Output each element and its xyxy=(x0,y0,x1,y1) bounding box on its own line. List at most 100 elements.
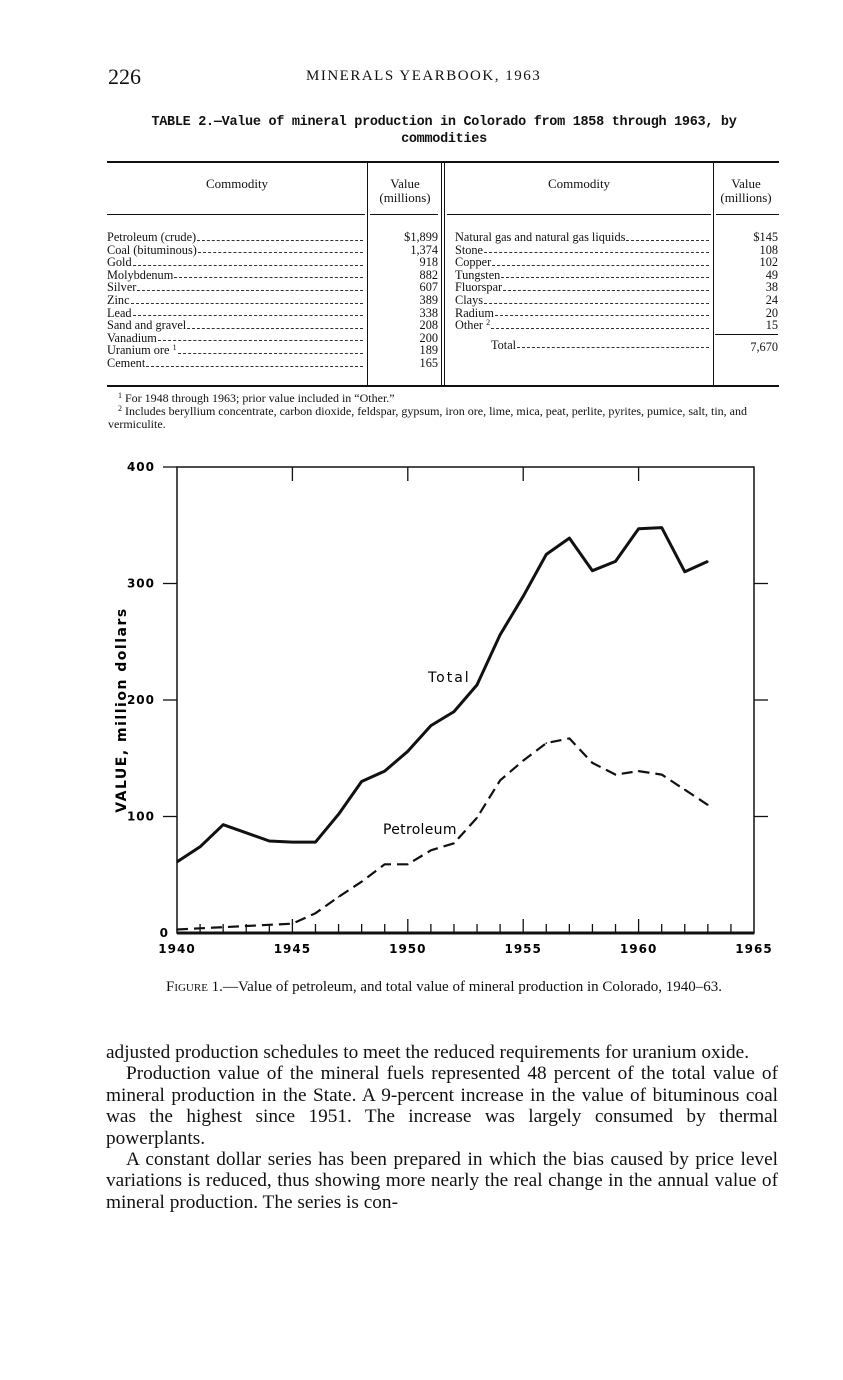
commodity-label: Zinc xyxy=(107,292,130,307)
commodity-label: Copper xyxy=(455,255,492,270)
commodity-name: Uranium ore 1 xyxy=(107,344,177,357)
commodity-label: Molybdenum xyxy=(107,267,174,282)
dot-leader xyxy=(174,269,363,279)
column-divider xyxy=(713,163,714,385)
y-axis-title: VALUE, million dollars xyxy=(114,607,130,812)
data-point-total xyxy=(245,832,248,834)
dot-leader xyxy=(146,357,363,367)
table-footnotes: 1 For 1948 through 1963; prior value inc… xyxy=(108,392,780,431)
data-point-total xyxy=(268,840,271,842)
dot-leader xyxy=(491,319,709,329)
commodity-name: Natural gas and natural gas liquids xyxy=(455,231,625,244)
data-point-petroleum xyxy=(337,896,340,898)
body-text: adjusted production schedules to meet th… xyxy=(106,1042,778,1213)
commodity-label: Tungsten xyxy=(455,267,501,282)
commodity-value: 20 xyxy=(765,305,778,320)
left-value-column: $1,899 1,374 918 882 607 389 338 208 200 189 165 xyxy=(369,231,438,370)
column-divider xyxy=(441,163,442,385)
commodity-label: Fluorspar xyxy=(455,280,503,295)
header-value-right: Value (millions) xyxy=(720,176,772,205)
total-label: Total xyxy=(491,337,517,352)
data-point-petroleum xyxy=(637,770,640,772)
data-point-total xyxy=(568,537,571,539)
data-point-total xyxy=(660,526,663,529)
series-label: Total xyxy=(427,670,471,686)
commodity-table: Commodity Value (millions) Commodity Valu… xyxy=(107,161,779,387)
commodity-value: 49 xyxy=(765,267,778,282)
commodity-label: Sand and gravel xyxy=(107,318,187,333)
commodity-value: 189 xyxy=(419,343,438,358)
series-line-petroleum xyxy=(176,737,709,931)
commodity-label: Silver xyxy=(107,280,137,295)
dot-leader xyxy=(177,344,363,354)
data-point-petroleum xyxy=(522,759,524,762)
data-point-total xyxy=(476,684,478,686)
table-row: Cement xyxy=(107,357,365,370)
running-title: MINERALS YEARBOOK, 1963 xyxy=(306,68,542,84)
table-row: Uranium ore 1 xyxy=(107,344,365,357)
commodity-name: Fluorspar xyxy=(455,281,502,294)
commodity-value: 165 xyxy=(419,355,438,370)
table-title: TABLE 2.—Value of mineral production in … xyxy=(151,115,737,147)
data-point-petroleum xyxy=(591,762,594,764)
data-point-petroleum xyxy=(383,863,386,866)
total-row: Total xyxy=(455,339,711,352)
table-row: Coal (bituminous) xyxy=(107,243,365,257)
header-value-left: Value (millions) xyxy=(379,176,431,205)
table-row: Fluorspar xyxy=(455,281,711,294)
header-commodity-right: Commodity xyxy=(547,176,611,191)
commodity-name: Silver xyxy=(107,281,136,294)
x-tick-label: 1965 xyxy=(735,942,772,956)
commodity-name: Lead xyxy=(107,306,132,320)
commodity-value: $145 xyxy=(753,230,778,244)
data-point-petroleum xyxy=(545,742,548,744)
commodity-value: 24 xyxy=(765,292,778,307)
data-point-petroleum xyxy=(199,927,201,930)
total-rule xyxy=(715,333,778,341)
commodity-name: Coal (bituminous) xyxy=(107,243,197,257)
table-row: Other 2 xyxy=(455,319,711,332)
dot-leader xyxy=(501,269,709,279)
data-point-total xyxy=(545,553,548,556)
x-tick-label: 1960 xyxy=(620,942,657,956)
footnote-mark: 1 xyxy=(172,343,177,353)
commodity-value: 108 xyxy=(759,242,778,257)
commodity-name: Radium xyxy=(455,306,494,320)
commodity-name: Vanadium xyxy=(107,331,157,345)
x-tick-label: 1955 xyxy=(504,942,541,956)
table-row: Stone xyxy=(455,243,711,257)
table-row: Vanadium xyxy=(107,331,365,345)
commodity-name: Other 2 xyxy=(455,319,490,332)
data-point-petroleum xyxy=(660,773,663,776)
data-point-total xyxy=(360,780,363,783)
header-commodity-left: Commodity xyxy=(205,176,269,191)
commodity-name: Petroleum (crude) xyxy=(107,231,196,244)
commodity-value: 15 xyxy=(765,318,778,333)
table-row: Tungsten xyxy=(455,267,711,282)
table-row: Natural gas and natural gas liquids xyxy=(455,231,711,244)
commodity-value: 200 xyxy=(419,330,438,345)
data-point-petroleum xyxy=(453,842,455,845)
footnote-mark: 2 xyxy=(118,404,122,413)
y-tick-label: 300 xyxy=(127,577,155,591)
commodity-value: $1,899 xyxy=(404,230,438,244)
table-row: Copper xyxy=(455,256,711,269)
data-point-petroleum xyxy=(176,928,178,931)
data-point-total xyxy=(407,750,409,753)
data-point-total xyxy=(314,841,317,843)
paragraph: adjusted production schedules to meet th… xyxy=(106,1042,750,1063)
commodity-value: 389 xyxy=(419,292,438,307)
data-point-petroleum xyxy=(291,922,294,925)
data-point-petroleum xyxy=(268,924,271,926)
commodity-name: Molybdenum xyxy=(107,267,174,282)
data-point-total xyxy=(707,560,709,563)
data-point-petroleum xyxy=(245,925,248,927)
x-tick-label: 1950 xyxy=(389,942,426,956)
dot-leader xyxy=(517,339,709,349)
data-point-total xyxy=(337,813,340,815)
dot-leader xyxy=(503,281,709,291)
data-point-total xyxy=(430,724,432,727)
right-commodity-column: Natural gas and natural gas liquids Stone… xyxy=(455,231,711,351)
table-row: Petroleum (crude) xyxy=(107,231,365,244)
commodity-value: 882 xyxy=(419,267,438,282)
